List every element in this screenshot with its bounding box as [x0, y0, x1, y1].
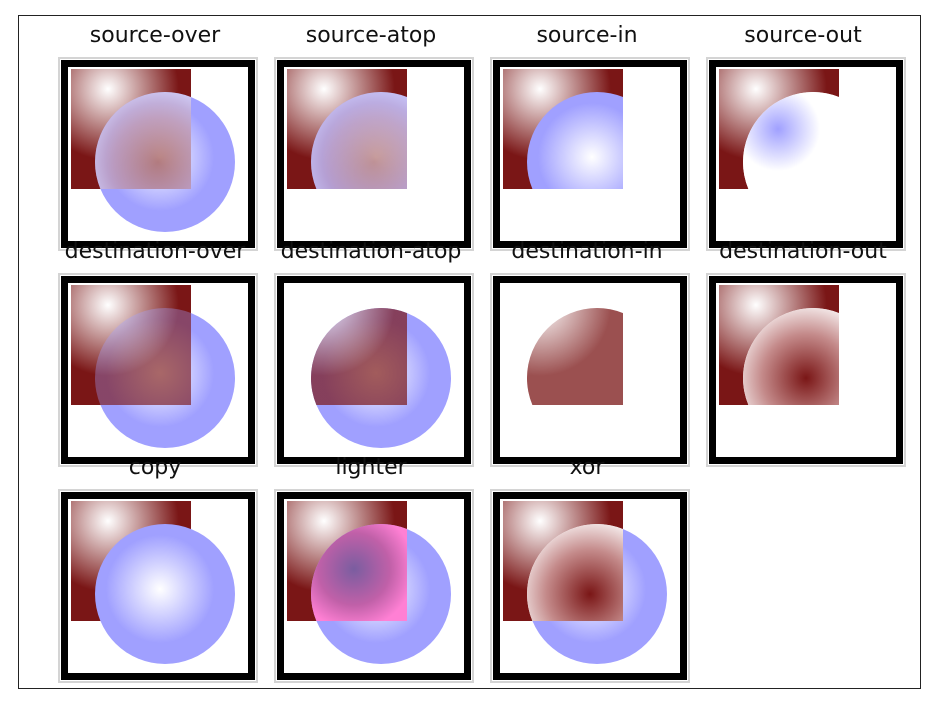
- composite-preview: [274, 57, 474, 251]
- composite-preview: [490, 489, 690, 683]
- operation-label: source-over: [89, 23, 221, 48]
- operation-label: destination-atop: [280, 239, 462, 264]
- composite-preview: [706, 273, 906, 467]
- operation-label: destination-out: [719, 239, 887, 264]
- operation-label: copy: [128, 455, 182, 480]
- operation-label: source-atop: [305, 23, 437, 48]
- composite-preview: [58, 273, 258, 467]
- composite-preview: [58, 57, 258, 251]
- operation-label: lighter: [335, 455, 407, 480]
- operation-label: destination-in: [511, 239, 663, 264]
- operation-label: destination-over: [64, 239, 246, 264]
- composite-preview: [58, 489, 258, 683]
- composite-preview: [274, 273, 474, 467]
- operation-label: source-in: [536, 23, 638, 48]
- composite-preview: [490, 273, 690, 467]
- source-circle: [743, 92, 839, 189]
- operation-label: source-out: [744, 23, 862, 48]
- operation-label: xor: [569, 455, 605, 480]
- composite-preview: [490, 57, 690, 251]
- source-circle: [527, 92, 623, 189]
- source-circle: [311, 524, 407, 621]
- source-circle: [95, 524, 235, 664]
- composite-preview: [706, 57, 906, 251]
- diagram-frame: [18, 15, 921, 689]
- composite-preview: [274, 489, 474, 683]
- source-circle: [311, 308, 407, 405]
- source-circle: [527, 308, 623, 405]
- source-circle: [95, 308, 191, 405]
